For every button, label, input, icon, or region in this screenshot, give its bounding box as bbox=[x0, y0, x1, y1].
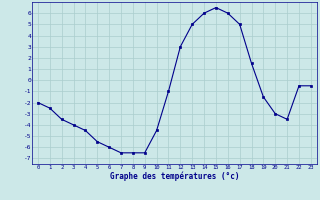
X-axis label: Graphe des températures (°c): Graphe des températures (°c) bbox=[110, 171, 239, 181]
